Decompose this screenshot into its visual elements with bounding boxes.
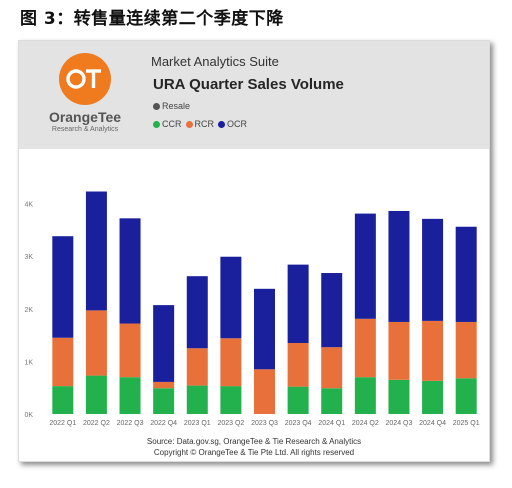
bar-rcr bbox=[85, 310, 107, 376]
report-header: OrangeTee Research & Analytics Market An… bbox=[19, 41, 489, 149]
bar-rcr bbox=[153, 381, 175, 389]
x-tick-label: 2024 Q2 bbox=[352, 420, 379, 427]
bar-rcr bbox=[422, 320, 444, 381]
bar-ocr bbox=[220, 256, 242, 339]
bar-ocr bbox=[388, 210, 410, 322]
bar-ccr bbox=[287, 386, 309, 414]
bar-ocr bbox=[254, 288, 275, 370]
x-tick-label: 2022 Q3 bbox=[117, 420, 144, 427]
report-card: OrangeTee Research & Analytics Market An… bbox=[18, 40, 490, 462]
bar-rcr bbox=[287, 342, 309, 387]
orangetee-logo bbox=[59, 53, 111, 105]
legend-label-ocr: OCR bbox=[227, 119, 247, 129]
bar-rcr bbox=[388, 321, 410, 380]
bar-ccr bbox=[153, 388, 175, 414]
bar-rcr bbox=[254, 369, 275, 414]
bar-ccr bbox=[220, 386, 242, 414]
brand-name: OrangeTee bbox=[48, 109, 122, 125]
bar-ocr bbox=[186, 276, 208, 349]
x-tick-label: 2024 Q4 bbox=[419, 420, 446, 427]
x-tick-label: 2023 Q4 bbox=[285, 420, 312, 427]
copyright-note: Copyright © OrangeTee & Tie Pte Ltd. All… bbox=[153, 448, 355, 457]
bar-ocr bbox=[287, 264, 309, 343]
y-axis: 0K 1K 2K 3K 4K bbox=[24, 202, 33, 419]
figure-caption: 图 3：转售量连续第二个季度下降 bbox=[20, 9, 284, 29]
bar-rcr bbox=[321, 347, 343, 389]
x-tick-label: 2023 Q3 bbox=[251, 420, 278, 427]
bar-ccr bbox=[455, 378, 477, 414]
legend-resale: Resale bbox=[153, 101, 194, 111]
x-tick-label: 2023 Q2 bbox=[217, 420, 244, 427]
x-tick-label: 2025 Q1 bbox=[453, 420, 480, 427]
bar-ocr bbox=[354, 213, 376, 319]
x-tick-label: 2024 Q1 bbox=[318, 420, 345, 427]
chart-title: URA Quarter Sales Volume bbox=[153, 76, 344, 93]
bar-rcr bbox=[354, 318, 376, 378]
bar-ocr bbox=[85, 191, 107, 311]
legend-dot-rcr bbox=[185, 120, 193, 128]
legend-item-ccr: CCR bbox=[153, 119, 182, 129]
bar-rcr bbox=[119, 323, 141, 378]
x-tick-label: 2022 Q2 bbox=[83, 420, 110, 427]
legend-label-ccr: CCR bbox=[162, 119, 182, 129]
legend-item-rcr: RCR bbox=[185, 119, 215, 129]
legend-label-resale: Resale bbox=[162, 101, 191, 111]
bar-ccr bbox=[388, 379, 410, 414]
bar-rcr bbox=[52, 337, 74, 387]
y-tick-label: 1K bbox=[24, 359, 33, 366]
legend-dot-ocr bbox=[218, 120, 225, 128]
x-axis: 2022 Q1 2022 Q2 2022 Q3 2022 Q4 2023 Q1 2023 … bbox=[49, 420, 479, 427]
bar-ocr bbox=[52, 236, 74, 338]
x-tick-label: 2023 Q1 bbox=[184, 420, 211, 427]
x-tick-label: 2022 Q1 bbox=[49, 420, 76, 427]
bar-ccr bbox=[186, 385, 208, 414]
legend-item-resale: Resale bbox=[153, 101, 190, 111]
legend-label-rcr: RCR bbox=[194, 119, 215, 129]
legend-dot-resale bbox=[153, 102, 160, 110]
bar-rcr bbox=[220, 338, 242, 387]
brand-tagline: Research & Analytics bbox=[51, 126, 119, 133]
bar-ccr bbox=[422, 380, 444, 414]
bar-ccr bbox=[119, 377, 141, 414]
x-tick-label: 2022 Q4 bbox=[150, 420, 177, 427]
legend-dot-ccr bbox=[153, 120, 160, 128]
bar-ocr bbox=[422, 218, 444, 321]
source-note: Source: Data.gov.sg, OrangeTee & Tie Res… bbox=[146, 437, 362, 446]
y-tick-label: 4K bbox=[24, 202, 33, 209]
y-tick-label: 3K bbox=[24, 254, 33, 261]
bar-ocr bbox=[321, 273, 343, 348]
bar-ocr bbox=[119, 218, 141, 324]
x-tick-label: 2024 Q3 bbox=[386, 420, 413, 427]
bar-rcr bbox=[455, 321, 477, 379]
bar-rcr bbox=[186, 348, 208, 386]
bar-ocr bbox=[455, 226, 477, 322]
bar-ccr bbox=[85, 375, 107, 414]
bar-ccr bbox=[52, 386, 74, 414]
bar-ccr bbox=[321, 388, 343, 414]
bar-ocr bbox=[153, 305, 175, 382]
y-tick-label: 2K bbox=[24, 307, 33, 314]
suite-title: Market Analytics Suite bbox=[151, 54, 279, 69]
bar-series bbox=[52, 191, 477, 414]
bar-ccr bbox=[354, 377, 376, 414]
legend-segments: CCR RCR OCR bbox=[153, 119, 251, 129]
legend-item-ocr: OCR bbox=[218, 119, 247, 129]
y-tick-label: 0K bbox=[24, 412, 33, 419]
logo-mark-icon bbox=[66, 69, 101, 89]
